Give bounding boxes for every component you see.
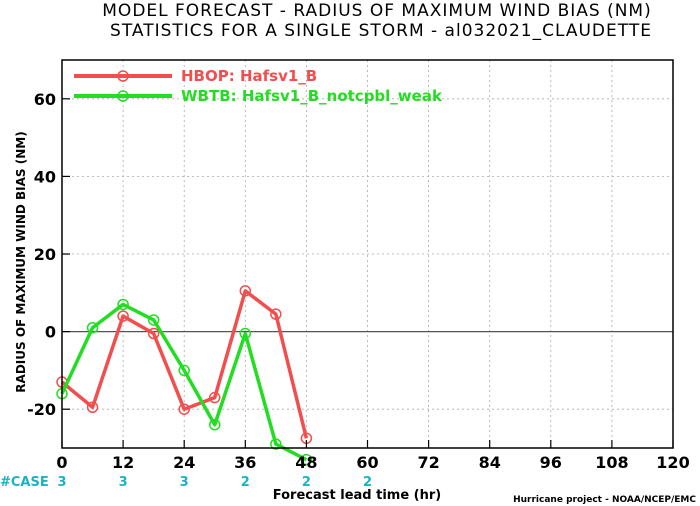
- y-tick-label: 20: [34, 245, 56, 264]
- series-line: [60, 302, 308, 462]
- x-tick-label: 24: [173, 453, 195, 472]
- data-point: [86, 321, 99, 334]
- y-axis-label: RADIUS OF MAXIMUM WIND BIAS (NM): [14, 131, 28, 392]
- x-tick-label: 120: [656, 453, 689, 472]
- case-count: 3: [119, 475, 128, 490]
- case-count: 2: [241, 475, 250, 490]
- series-1: [56, 285, 313, 445]
- data-point: [209, 418, 221, 431]
- case-count: 2: [363, 475, 372, 490]
- axis-ticks: 0 12 24 36 48 60 72 84 96 108 120 -20 0 20 40 60: [27, 90, 690, 472]
- legend-item-1: HBOP: Hafsv1_B: [74, 67, 317, 85]
- data-point: [147, 327, 160, 340]
- case-counts: #CASE 3 3 3 2 2 2: [0, 475, 372, 490]
- series-line: [60, 289, 309, 439]
- series-layer: [56, 285, 313, 466]
- x-axis-label: Forecast lead time (hr): [273, 488, 441, 503]
- x-tick-label: 48: [295, 453, 317, 472]
- y-tick-label: -20: [27, 400, 56, 419]
- data-point: [86, 401, 99, 414]
- grid: [62, 60, 673, 448]
- x-tick-label: 60: [356, 453, 378, 472]
- data-point: [300, 453, 313, 466]
- credit-text: Hurricane project - NOAA/NCEP/EMC: [513, 495, 696, 505]
- data-point: [178, 364, 190, 377]
- x-tick-label: 36: [234, 453, 256, 472]
- chart-title-line2: STATISTICS FOR A SINGLE STORM - al032021…: [110, 21, 652, 41]
- y-tick-label: 0: [45, 323, 56, 342]
- data-point: [270, 438, 282, 450]
- data-point: [147, 314, 160, 326]
- case-count: 3: [57, 475, 66, 490]
- data-point: [117, 298, 129, 311]
- legend-swatch-marker: [117, 90, 129, 102]
- case-label: #CASE: [0, 475, 49, 490]
- case-count: 2: [302, 475, 311, 490]
- x-tick-label: 84: [479, 453, 501, 472]
- legend-label: HBOP: Hafsv1_B: [181, 67, 317, 85]
- x-tick-label: 12: [112, 453, 134, 472]
- data-point: [239, 285, 252, 297]
- case-count: 3: [180, 475, 189, 490]
- x-tick-label: 72: [417, 453, 439, 472]
- y-tick-label: 40: [34, 167, 56, 186]
- data-point: [239, 327, 252, 340]
- chart-title-line1: MODEL FORECAST - RADIUS OF MAXIMUM WIND …: [102, 1, 651, 21]
- y-tick-label: 60: [34, 90, 56, 109]
- x-tick-label: 96: [540, 453, 562, 472]
- data-point: [178, 403, 190, 415]
- legend-label: WBTB: Hafsv1_B_notcpbl_weak: [181, 87, 443, 105]
- data-point: [117, 310, 129, 322]
- legend-swatch-marker: [117, 70, 129, 82]
- x-tick-label: 108: [595, 453, 628, 472]
- legend-item-2: WBTB: Hafsv1_B_notcpbl_weak: [74, 87, 443, 105]
- x-tick-label: 0: [56, 453, 67, 472]
- series-2: [56, 298, 313, 466]
- legend: HBOP: Hafsv1_B WBTB: Hafsv1_B_notcpbl_wea…: [74, 67, 443, 105]
- data-point: [270, 308, 282, 320]
- data-point: [209, 391, 221, 404]
